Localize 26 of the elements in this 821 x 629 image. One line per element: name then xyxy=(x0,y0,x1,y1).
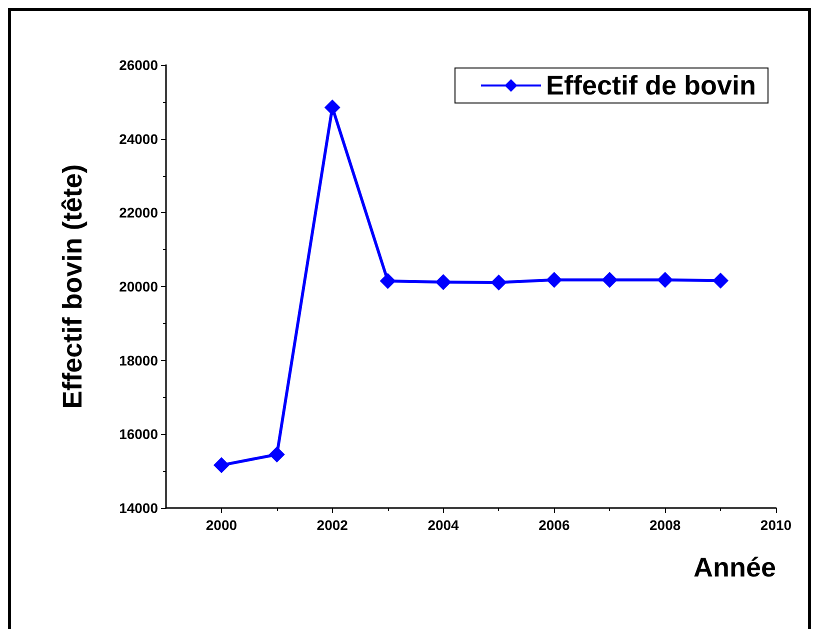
y-tick-label: 16000 xyxy=(119,426,158,442)
y-tick-label: 18000 xyxy=(119,352,158,368)
y-tick-label: 22000 xyxy=(119,204,158,221)
point xyxy=(380,272,396,289)
legend-label: Effectif de bovin xyxy=(546,70,756,100)
point xyxy=(268,446,285,462)
x-axis-title: Année xyxy=(693,552,776,582)
point xyxy=(657,272,674,288)
point xyxy=(712,272,729,289)
x-tick-label: 2006 xyxy=(538,517,570,533)
point xyxy=(324,99,340,116)
point xyxy=(435,274,452,290)
x-tick-label: 2000 xyxy=(206,517,238,533)
point xyxy=(490,274,507,290)
y-axis-title: Effectif bovin (tête) xyxy=(58,164,88,409)
point xyxy=(213,457,230,474)
y-tick-label: 24000 xyxy=(119,130,158,147)
y-tick-label: 26000 xyxy=(119,57,158,73)
x-tick-label: 2008 xyxy=(650,517,681,533)
x-tick-label: 2010 xyxy=(760,517,792,533)
x-tick-label: 2002 xyxy=(316,517,348,533)
y-tick-label: 20000 xyxy=(119,278,158,294)
y-tick-label: 14000 xyxy=(119,500,158,516)
point xyxy=(602,272,618,288)
x-tick-label: 2004 xyxy=(428,517,460,533)
point xyxy=(546,272,562,288)
